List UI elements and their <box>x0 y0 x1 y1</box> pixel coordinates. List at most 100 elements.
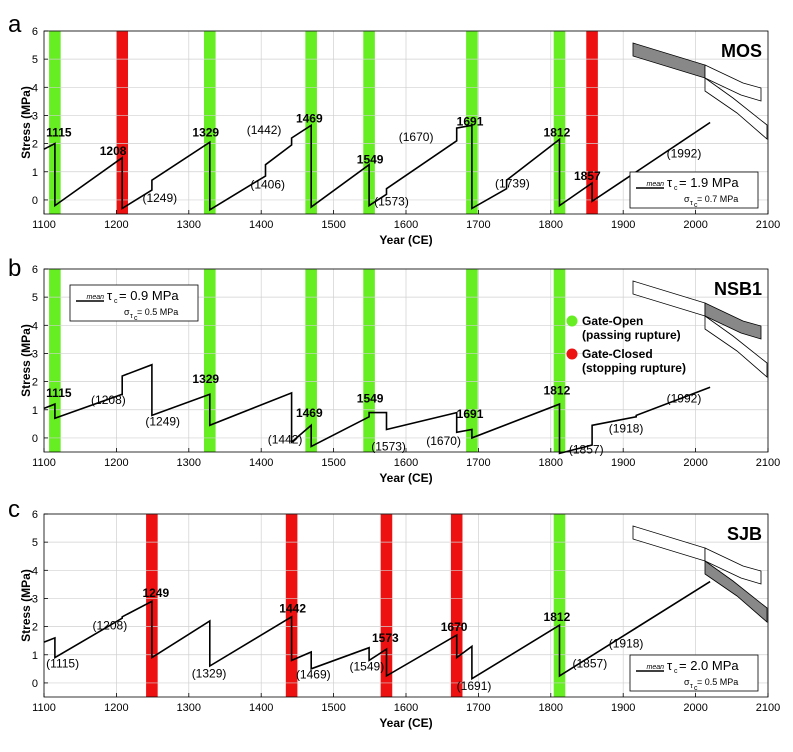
event-year-label-parenthetical: (1691) <box>457 679 492 693</box>
event-year-label-parenthetical: (1208) <box>93 618 128 632</box>
fault-schematic-icon <box>632 525 768 623</box>
event-bar-1812 <box>553 514 566 697</box>
event-bar-1670 <box>450 514 463 697</box>
panel-c: c 1100 1200 1300 1400 1500 1600 1700 1800 1900 200… <box>8 496 780 730</box>
event-bar-1691 <box>466 269 478 452</box>
stats-tau-symbol: τ <box>107 288 113 303</box>
event-year-label: 1670 <box>441 620 468 634</box>
event-bar-1573 <box>380 514 393 697</box>
stats-tau-value: = 2.0 MPa <box>679 658 739 673</box>
y-tick-label: 2 <box>32 139 38 151</box>
x-tick-label: 1200 <box>104 702 128 714</box>
stats-tau-subscript: c <box>674 668 678 675</box>
y-tick-label: 4 <box>32 82 38 94</box>
x-tick-label: 2000 <box>683 219 707 231</box>
y-axis-label: Stress (MPa) <box>19 569 33 642</box>
x-tick-label: 2100 <box>756 457 780 469</box>
x-tick-label: 1600 <box>394 702 418 714</box>
stats-sigma-subscript-2: c <box>694 685 698 692</box>
event-year-label: 1549 <box>357 152 384 166</box>
stats-mean-label: mean <box>86 294 104 301</box>
legend-marker <box>566 315 578 327</box>
y-tick-label: 6 <box>32 509 38 521</box>
x-tick-label: 1400 <box>249 457 273 469</box>
stats-tau-subscript: c <box>674 185 678 192</box>
x-tick-label: 2100 <box>756 702 780 714</box>
event-year-label: 1329 <box>192 126 219 140</box>
x-tick-label: 2000 <box>683 702 707 714</box>
y-tick-label: 3 <box>32 593 38 605</box>
y-tick-label: 6 <box>32 26 38 38</box>
event-year-label-parenthetical: (1549) <box>350 659 385 673</box>
fault-schematic-icon <box>632 42 768 140</box>
y-tick-label: 0 <box>32 195 38 207</box>
x-tick-label: 1700 <box>466 702 490 714</box>
x-tick-label: 1100 <box>32 457 56 469</box>
x-tick-label: 1900 <box>611 457 635 469</box>
y-tick-label: 1 <box>32 167 38 179</box>
event-year-label: 1691 <box>457 407 484 421</box>
x-tick-label: 1800 <box>539 457 563 469</box>
legend-marker <box>566 348 578 360</box>
stats-box-frame <box>629 654 759 692</box>
site-name-label: SJB <box>727 524 762 544</box>
y-tick-label: 5 <box>32 54 38 66</box>
stats-sigma-subscript-2: c <box>694 202 698 209</box>
x-axis-label: Year (CE) <box>379 233 432 247</box>
x-tick-label: 2100 <box>756 219 780 231</box>
x-tick-label: 1600 <box>394 219 418 231</box>
stats-tau-symbol: τ <box>667 175 673 190</box>
y-tick-label: 2 <box>32 622 38 634</box>
event-year-label-parenthetical: (1670) <box>426 434 461 448</box>
event-bar-1329 <box>204 269 216 452</box>
stats-sigma-subscript: τ <box>690 683 693 690</box>
x-tick-label: 1700 <box>466 457 490 469</box>
stats-tau-subscript: c <box>114 298 118 305</box>
event-year-label: 1812 <box>544 126 571 140</box>
y-tick-label: 6 <box>32 264 38 276</box>
event-bar-1442 <box>285 514 298 697</box>
x-tick-label: 1400 <box>249 702 273 714</box>
legend: Gate-Open(passing rupture) Gate-Closed(st… <box>566 314 686 375</box>
legend-sublabel: (passing rupture) <box>582 328 681 342</box>
legend-label: Gate-Open <box>582 314 643 328</box>
panel-letter: b <box>8 255 21 282</box>
y-tick-label: 3 <box>32 348 38 360</box>
event-bar-1549 <box>363 269 375 452</box>
x-tick-label: 1800 <box>539 219 563 231</box>
fault-segment-right <box>704 315 768 378</box>
y-tick-label: 0 <box>32 678 38 690</box>
y-axis-label: Stress (MPa) <box>19 86 33 159</box>
event-year-label-parenthetical: (1992) <box>667 392 702 406</box>
event-year-label-parenthetical: (1329) <box>192 666 227 680</box>
y-tick-label: 4 <box>32 565 38 577</box>
fault-segment-right <box>704 560 768 623</box>
stats-tau-symbol: τ <box>667 658 673 673</box>
event-year-label-parenthetical: (1739) <box>495 176 530 190</box>
y-tick-label: 1 <box>32 650 38 662</box>
event-year-label: 1573 <box>372 631 399 645</box>
stats-sigma-subscript: τ <box>130 313 133 320</box>
event-bar-1857 <box>586 31 598 214</box>
stress-series-line <box>43 580 711 681</box>
event-year-label-parenthetical: (1115) <box>46 656 79 670</box>
x-axis-label: Year (CE) <box>379 471 432 485</box>
event-bar-1329 <box>204 31 216 214</box>
x-tick-label: 1200 <box>104 219 128 231</box>
event-year-label-parenthetical: (1406) <box>250 178 285 192</box>
event-year-label-parenthetical: (1469) <box>296 668 331 682</box>
x-tick-label: 1900 <box>611 702 635 714</box>
stats-box-frame <box>629 171 759 209</box>
stats-sigma-value: = 0.5 MPa <box>697 677 738 687</box>
event-year-label: 1857 <box>574 169 601 183</box>
y-axis-label: Stress (MPa) <box>19 324 33 397</box>
y-tick-label: 2 <box>32 377 38 389</box>
event-bar-1812 <box>553 269 566 452</box>
event-bar-1549 <box>363 31 375 214</box>
event-year-label: 1691 <box>457 114 484 128</box>
event-year-label: 1469 <box>296 112 323 126</box>
stats-sigma-subscript-2: c <box>134 315 138 322</box>
